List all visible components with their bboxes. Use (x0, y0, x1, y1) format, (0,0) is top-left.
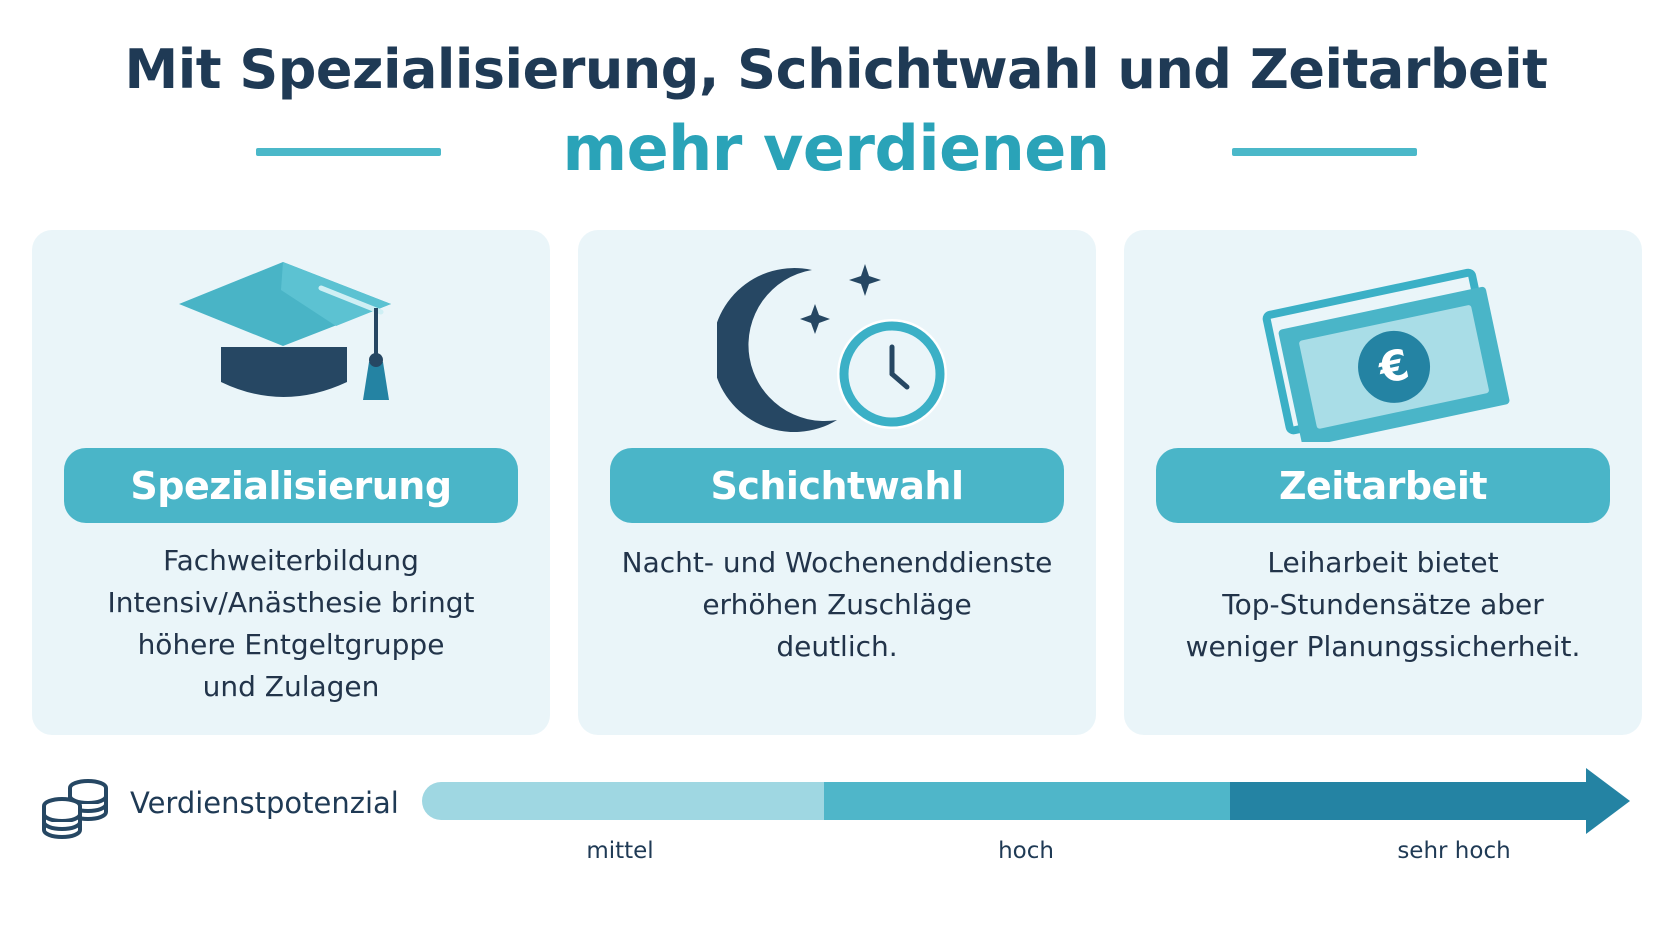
card-label-zeitarbeit: Zeitarbeit (1156, 448, 1610, 523)
desc-line: erhöhen Zuschläge (702, 588, 972, 621)
card-zeitarbeit: € Zeitarbeit Leiharbeit bietet Top-Stund… (1124, 230, 1642, 735)
scale-segment-mittel (422, 782, 824, 820)
card-schichtwahl: Schichtwahl Nacht- und Wochenenddienste … (578, 230, 1096, 735)
scale-level-mittel: mittel (586, 838, 654, 864)
graduation-cap-icon (32, 230, 550, 430)
title-rule-left (256, 148, 441, 156)
desc-line: Fachweiterbildung (163, 544, 419, 577)
title-rule-right (1232, 148, 1417, 156)
title-line-1: Mit Spezialisierung, Schichtwahl und Zei… (124, 38, 1548, 101)
desc-line: und Zulagen (202, 670, 380, 703)
card-description-schichtwahl: Nacht- und Wochenenddienste erhöhen Zusc… (598, 542, 1076, 668)
scale-level-hoch: hoch (998, 838, 1054, 864)
desc-line: Intensiv/Anästhesie bringt (107, 586, 475, 619)
desc-line: deutlich. (776, 630, 898, 663)
coins-stack-icon (40, 776, 112, 844)
title-line-2: mehr verdienen (562, 112, 1110, 185)
scale-label: Verdienstpotenzial (130, 786, 399, 820)
euro-banknotes-icon: € (1124, 230, 1642, 442)
desc-line: Leiharbeit bietet (1267, 546, 1499, 579)
desc-line: höhere Entgeltgruppe (137, 628, 445, 661)
card-label-spezialisierung: Spezialisierung (64, 448, 518, 523)
desc-line: weniger Planungssicherheit. (1185, 630, 1581, 663)
card-label-schichtwahl: Schichtwahl (610, 448, 1064, 523)
card-description-spezialisierung: Fachweiterbildung Intensiv/Anästhesie br… (52, 540, 530, 708)
card-spezialisierung: Spezialisierung Fachweiterbildung Intens… (32, 230, 550, 735)
card-description-zeitarbeit: Leiharbeit bietet Top-Stundensätze aber … (1144, 542, 1622, 668)
scale-segment-sehr-hoch (1230, 782, 1592, 820)
arrow-head-icon (1586, 768, 1630, 838)
desc-line: Nacht- und Wochenenddienste (621, 546, 1053, 579)
scale-level-sehr-hoch: sehr hoch (1397, 838, 1511, 864)
desc-line: Top-Stundensätze aber (1222, 588, 1544, 621)
moon-clock-icon (578, 230, 1096, 432)
scale-segment-hoch (824, 782, 1230, 820)
